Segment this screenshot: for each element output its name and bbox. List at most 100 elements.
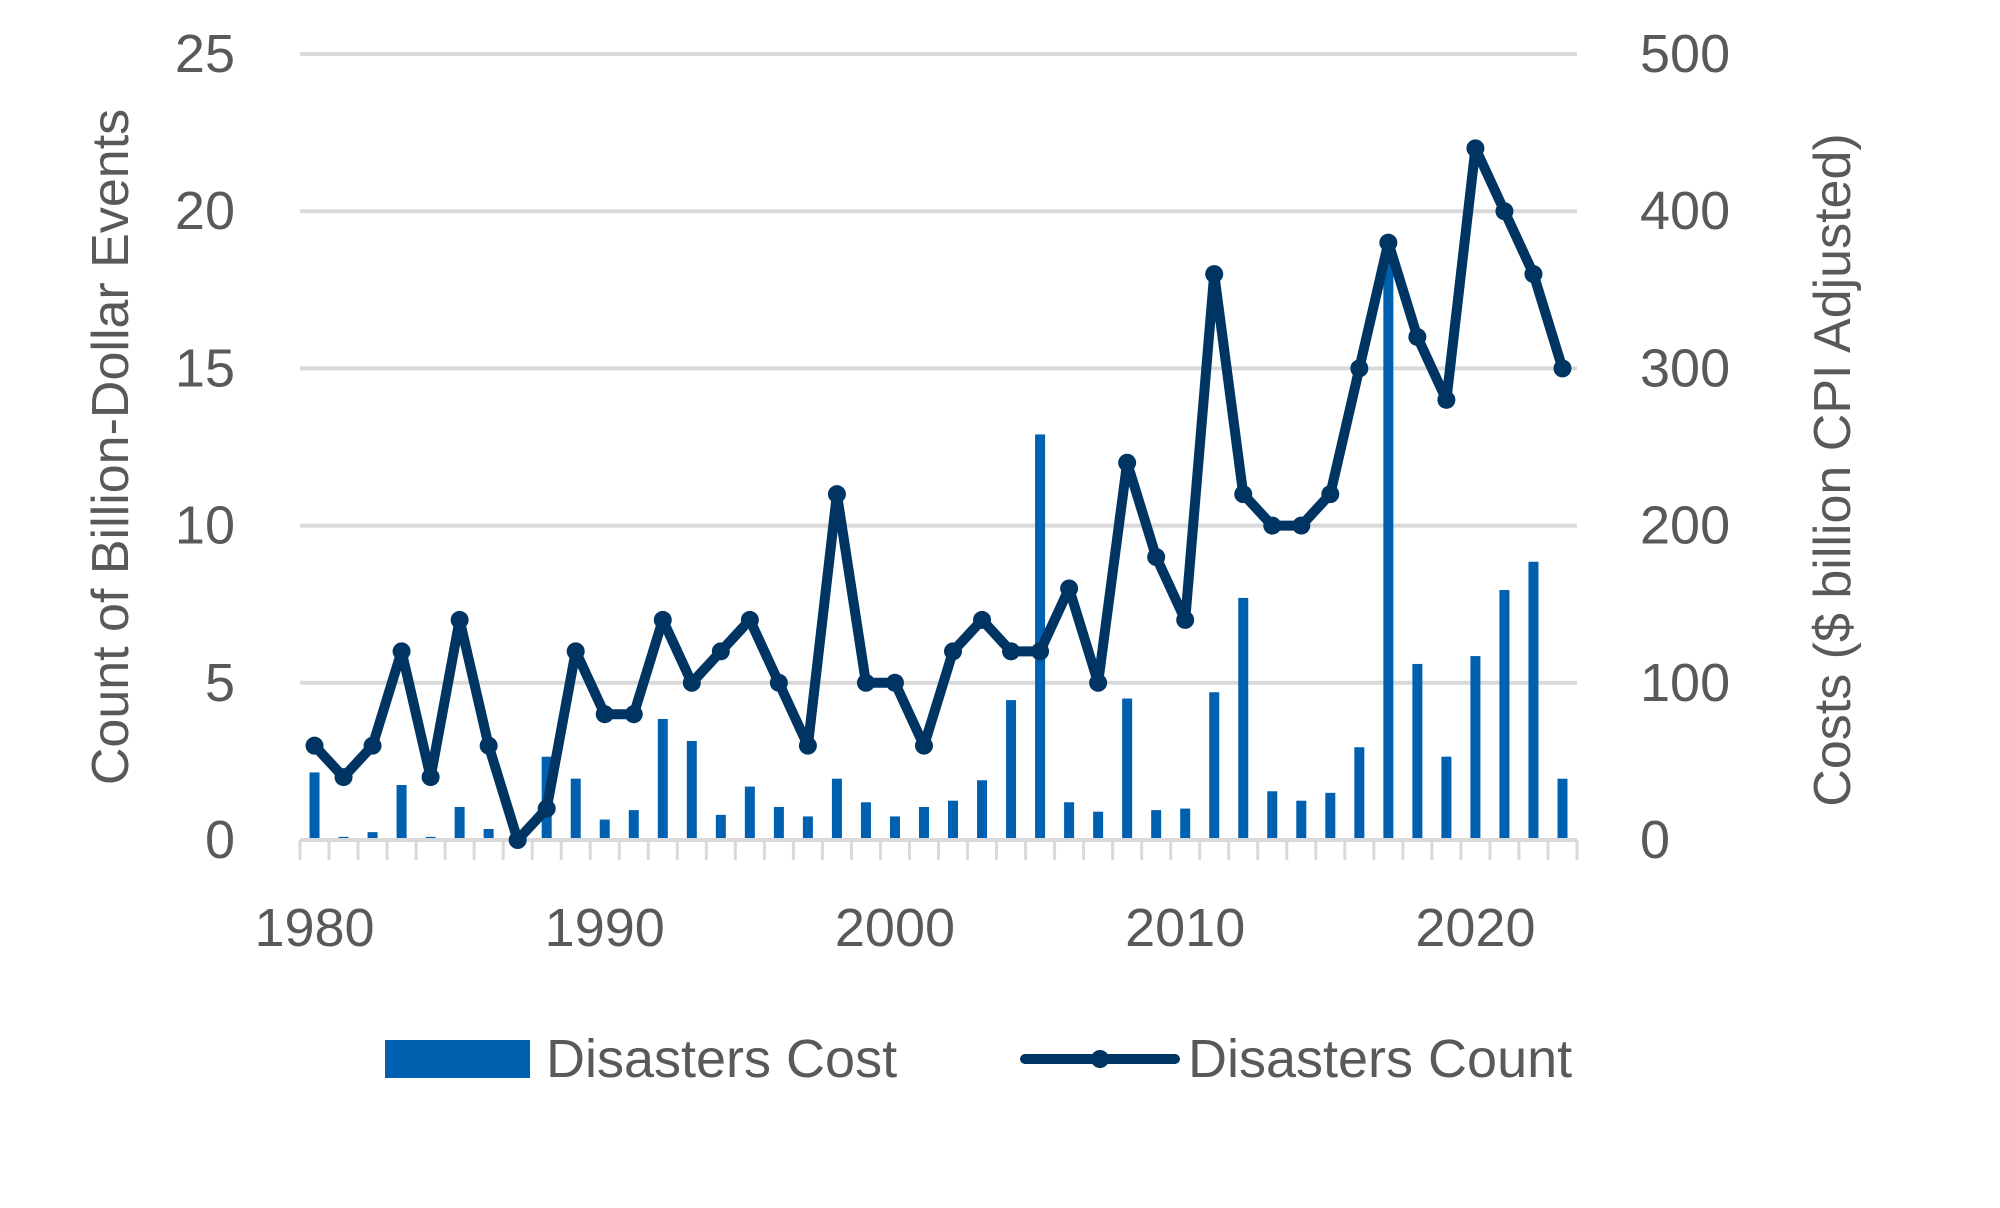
point-1981 xyxy=(334,768,353,787)
point-2015 xyxy=(1321,485,1340,504)
bar-2001 xyxy=(918,806,929,840)
point-2013 xyxy=(1263,516,1282,535)
bar-1982 xyxy=(367,832,378,840)
bar-2014 xyxy=(1296,800,1307,840)
count-line-path xyxy=(310,143,1568,845)
point-2011 xyxy=(1205,265,1224,284)
bar-2004 xyxy=(1006,700,1017,840)
bar-2015 xyxy=(1325,792,1336,840)
point-1991 xyxy=(624,705,643,724)
bar-1997 xyxy=(802,816,813,840)
point-2017 xyxy=(1379,233,1398,252)
bar-1980 xyxy=(309,772,320,840)
legend-label-count: Disasters Count xyxy=(1188,1029,1572,1089)
point-1989 xyxy=(566,642,585,661)
bar-2008 xyxy=(1122,698,1133,840)
bar-1999 xyxy=(860,802,871,840)
bar-1993 xyxy=(686,740,697,840)
point-1988 xyxy=(537,799,556,818)
left-axis-ticks: 0 5 10 15 20 25 xyxy=(175,24,235,870)
point-2020 xyxy=(1466,139,1485,158)
x-tick-label: 1980 xyxy=(254,898,374,958)
left-tick-label: 15 xyxy=(175,338,235,398)
right-tick-label: 300 xyxy=(1640,338,1730,398)
point-1993 xyxy=(682,673,701,692)
left-tick-label: 10 xyxy=(175,496,235,556)
point-1994 xyxy=(711,642,730,661)
point-2009 xyxy=(1147,548,1166,567)
legend-marker-count xyxy=(1091,1050,1109,1068)
bar-2017 xyxy=(1383,250,1394,840)
point-2004 xyxy=(1002,642,1021,661)
bar-2021 xyxy=(1499,590,1510,840)
legend: Disasters Cost Disasters Count xyxy=(385,1029,1572,1089)
bar-2005 xyxy=(1035,434,1046,840)
point-2012 xyxy=(1234,485,1253,504)
point-1982 xyxy=(363,736,382,755)
point-2019 xyxy=(1437,390,1456,409)
bar-1990 xyxy=(599,819,610,840)
point-2010 xyxy=(1176,610,1195,629)
x-tick-label: 1990 xyxy=(545,898,665,958)
right-tick-label: 200 xyxy=(1640,496,1730,556)
bar-1994 xyxy=(715,814,726,840)
left-tick-label: 25 xyxy=(175,24,235,84)
bar-1989 xyxy=(570,778,581,840)
point-1997 xyxy=(798,736,817,755)
point-1990 xyxy=(595,705,614,724)
point-1985 xyxy=(450,610,469,629)
point-1984 xyxy=(421,768,440,787)
bar-2013 xyxy=(1267,791,1278,840)
bar-2006 xyxy=(1064,802,1075,840)
right-tick-label: 100 xyxy=(1640,653,1730,713)
bar-1998 xyxy=(831,778,842,840)
cost-bars xyxy=(309,250,1568,840)
bar-2019 xyxy=(1441,756,1452,840)
bar-2010 xyxy=(1180,808,1191,840)
right-axis-label: Costs ($ billion CPI Adjusted) xyxy=(1804,133,1862,806)
right-tick-label: 500 xyxy=(1640,24,1730,84)
point-2023 xyxy=(1553,359,1572,378)
right-tick-label: 0 xyxy=(1640,810,1670,870)
point-2003 xyxy=(973,610,992,629)
point-2002 xyxy=(944,642,963,661)
bar-2022 xyxy=(1528,561,1539,840)
point-2001 xyxy=(914,736,933,755)
point-2018 xyxy=(1408,327,1427,346)
bar-2007 xyxy=(1093,811,1104,840)
point-1996 xyxy=(769,673,788,692)
point-2000 xyxy=(885,673,904,692)
bar-2023 xyxy=(1557,778,1568,840)
bar-2012 xyxy=(1238,597,1249,840)
bar-2020 xyxy=(1470,656,1481,840)
bar-1992 xyxy=(657,718,668,840)
point-2005 xyxy=(1031,642,1050,661)
bar-2016 xyxy=(1354,747,1365,840)
count-line xyxy=(305,139,1572,849)
bar-2003 xyxy=(977,780,988,840)
bar-1983 xyxy=(396,784,407,840)
gridlines xyxy=(300,52,1577,685)
point-1992 xyxy=(653,610,672,629)
left-tick-label: 20 xyxy=(175,181,235,241)
point-2014 xyxy=(1292,516,1311,535)
left-axis-label: Count of Billion-Dollar Events xyxy=(82,109,140,785)
legend-swatch-cost xyxy=(385,1040,530,1078)
right-axis-ticks: 0 100 200 300 400 500 xyxy=(1640,24,1730,870)
legend-label-cost: Disasters Cost xyxy=(546,1029,897,1089)
bar-1996 xyxy=(773,806,784,840)
point-2006 xyxy=(1060,579,1079,598)
point-1980 xyxy=(305,736,324,755)
bar-1985 xyxy=(454,806,465,840)
bar-1991 xyxy=(628,810,639,840)
left-tick-label: 0 xyxy=(205,810,235,870)
bar-2009 xyxy=(1151,810,1162,840)
bar-2018 xyxy=(1412,663,1423,840)
point-2021 xyxy=(1495,202,1514,221)
right-tick-label: 400 xyxy=(1640,181,1730,241)
point-2016 xyxy=(1350,359,1369,378)
bar-2000 xyxy=(889,816,900,840)
point-1995 xyxy=(740,610,759,629)
x-tick-label: 2000 xyxy=(835,898,955,958)
